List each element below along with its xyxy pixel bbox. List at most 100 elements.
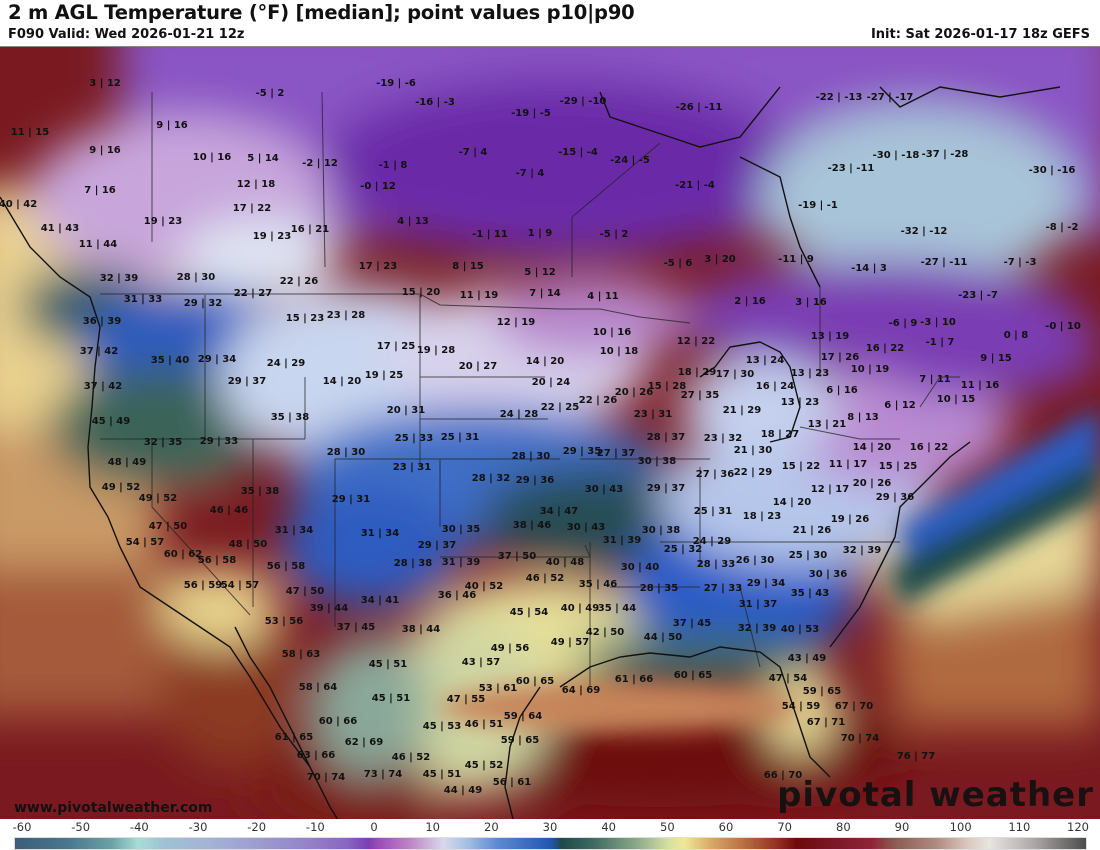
point-value: 37 | 42 xyxy=(83,381,123,392)
point-value: 31 | 39 xyxy=(602,535,642,546)
colorbar-tick: 30 xyxy=(542,820,558,834)
point-value: 7 | 14 xyxy=(529,288,561,299)
point-value: 37 | 42 xyxy=(79,346,119,357)
point-value: 32 | 35 xyxy=(143,437,183,448)
point-value: 64 | 69 xyxy=(561,685,601,696)
point-value: 24 | 29 xyxy=(692,536,732,547)
point-value: 40 | 53 xyxy=(780,624,820,635)
point-value: 56 | 58 xyxy=(266,561,306,572)
valid-time: F090 Valid: Wed 2026-01-21 12z xyxy=(8,27,245,42)
point-value: -21 | -4 xyxy=(675,180,715,191)
point-value: 54 | 59 xyxy=(781,701,821,712)
point-value: 39 | 44 xyxy=(309,603,349,614)
point-value: 44 | 50 xyxy=(643,632,683,643)
point-value: 30 | 43 xyxy=(566,522,606,533)
point-value: 31 | 33 xyxy=(123,294,163,305)
point-value: 29 | 33 xyxy=(199,436,239,447)
point-value: -6 | 9 xyxy=(888,318,918,329)
point-value: 31 | 34 xyxy=(360,528,400,539)
pivotal-weather-logo: pivotal weather xyxy=(777,775,1094,815)
point-value: 58 | 63 xyxy=(281,649,321,660)
point-value: 22 | 26 xyxy=(279,276,319,287)
point-value: 28 | 38 xyxy=(393,558,433,569)
point-value: 23 | 28 xyxy=(326,310,366,321)
colorbar-tick: -30 xyxy=(188,820,208,834)
point-value: 34 | 47 xyxy=(539,506,579,517)
point-value: 60 | 66 xyxy=(318,716,358,727)
point-value: 4 | 13 xyxy=(397,216,429,227)
point-value: 19 | 26 xyxy=(830,514,870,525)
point-value: -7 | 4 xyxy=(515,168,545,179)
map-header: 2 m AGL Temperature (°F) [median]; point… xyxy=(0,0,1100,46)
point-value: 9 | 16 xyxy=(89,145,121,156)
point-value: 34 | 41 xyxy=(360,595,400,606)
colorbar-tick: -10 xyxy=(305,820,325,834)
point-value: 76 | 77 xyxy=(896,751,936,762)
point-value: 45 | 51 xyxy=(422,769,462,780)
point-value: 19 | 23 xyxy=(143,216,183,227)
point-value: -23 | -11 xyxy=(827,163,875,174)
point-value: 12 | 17 xyxy=(810,484,850,495)
point-value: -27 | -11 xyxy=(920,257,968,268)
point-value: -2 | 12 xyxy=(302,158,338,169)
point-value: -37 | -28 xyxy=(921,149,969,160)
point-value: -30 | -18 xyxy=(872,150,920,161)
point-value: 14 | 20 xyxy=(772,497,812,508)
point-value: 11 | 17 xyxy=(828,459,868,470)
point-value: 25 | 33 xyxy=(394,433,434,444)
point-value: 38 | 46 xyxy=(512,520,552,531)
point-value: 40 | 49 xyxy=(560,603,600,614)
point-value: 30 | 43 xyxy=(584,484,624,495)
point-value: 32 | 39 xyxy=(737,623,777,634)
point-value: 35 | 40 xyxy=(150,355,190,366)
point-value: 9 | 16 xyxy=(156,120,188,131)
point-value: 49 | 52 xyxy=(138,493,178,504)
point-value: 35 | 46 xyxy=(578,579,618,590)
point-value: 29 | 37 xyxy=(646,483,686,494)
watermark-url: www.pivotalweather.com xyxy=(14,800,213,816)
point-value: -1 | 11 xyxy=(472,229,508,240)
point-value: 53 | 56 xyxy=(264,616,304,627)
point-value: 6 | 16 xyxy=(826,385,858,396)
point-value: 60 | 65 xyxy=(515,676,555,687)
point-value: 59 | 65 xyxy=(802,686,842,697)
point-value: -16 | -3 xyxy=(415,97,455,108)
point-value: 29 | 37 xyxy=(417,540,457,551)
point-value: -26 | -11 xyxy=(675,102,723,113)
init-time: Init: Sat 2026-01-17 18z GEFS xyxy=(870,27,1090,42)
point-value: 59 | 64 xyxy=(503,711,543,722)
point-value: 28 | 30 xyxy=(176,272,216,283)
point-value: -5 | 2 xyxy=(255,88,285,99)
point-value: 42 | 50 xyxy=(585,627,625,638)
point-value: 32 | 39 xyxy=(842,545,882,556)
point-value: -30 | -16 xyxy=(1028,165,1076,176)
point-value: 28 | 33 xyxy=(696,559,736,570)
temperature-map: 3 | 12 11 | 15 9 | 16 9 | 16 7 | 16 40 | 42 41… xyxy=(0,46,1100,820)
point-value: -14 | 3 xyxy=(851,263,887,274)
point-value: 28 | 37 xyxy=(646,432,686,443)
point-value: 54 | 57 xyxy=(220,580,260,591)
point-value: 19 | 28 xyxy=(416,345,456,356)
point-value: 7 | 16 xyxy=(84,185,116,196)
point-value: 40 | 48 xyxy=(545,557,585,568)
point-value: 13 | 24 xyxy=(745,355,785,366)
point-value: -23 | -7 xyxy=(958,290,998,301)
point-value: 48 | 49 xyxy=(107,457,147,468)
point-value: 61 | 65 xyxy=(274,732,314,743)
point-value: 1 | 9 xyxy=(527,228,553,239)
point-value: 46 | 52 xyxy=(525,573,565,584)
point-value: 0 | 8 xyxy=(1003,330,1029,341)
point-value: 40 | 42 xyxy=(0,199,38,210)
point-value: 32 | 39 xyxy=(99,273,139,284)
point-value: -19 | -6 xyxy=(376,78,416,89)
point-value: 14 | 20 xyxy=(852,442,892,453)
point-value: 63 | 66 xyxy=(296,750,336,761)
point-value: 19 | 25 xyxy=(364,370,404,381)
point-value: 37 | 45 xyxy=(336,622,376,633)
point-value: 28 | 35 xyxy=(639,583,679,594)
point-value: 12 | 18 xyxy=(236,179,276,190)
point-value: 60 | 62 xyxy=(163,549,203,560)
point-value: 53 | 61 xyxy=(478,683,518,694)
point-value: 10 | 18 xyxy=(599,346,639,357)
point-value: 35 | 38 xyxy=(270,412,310,423)
